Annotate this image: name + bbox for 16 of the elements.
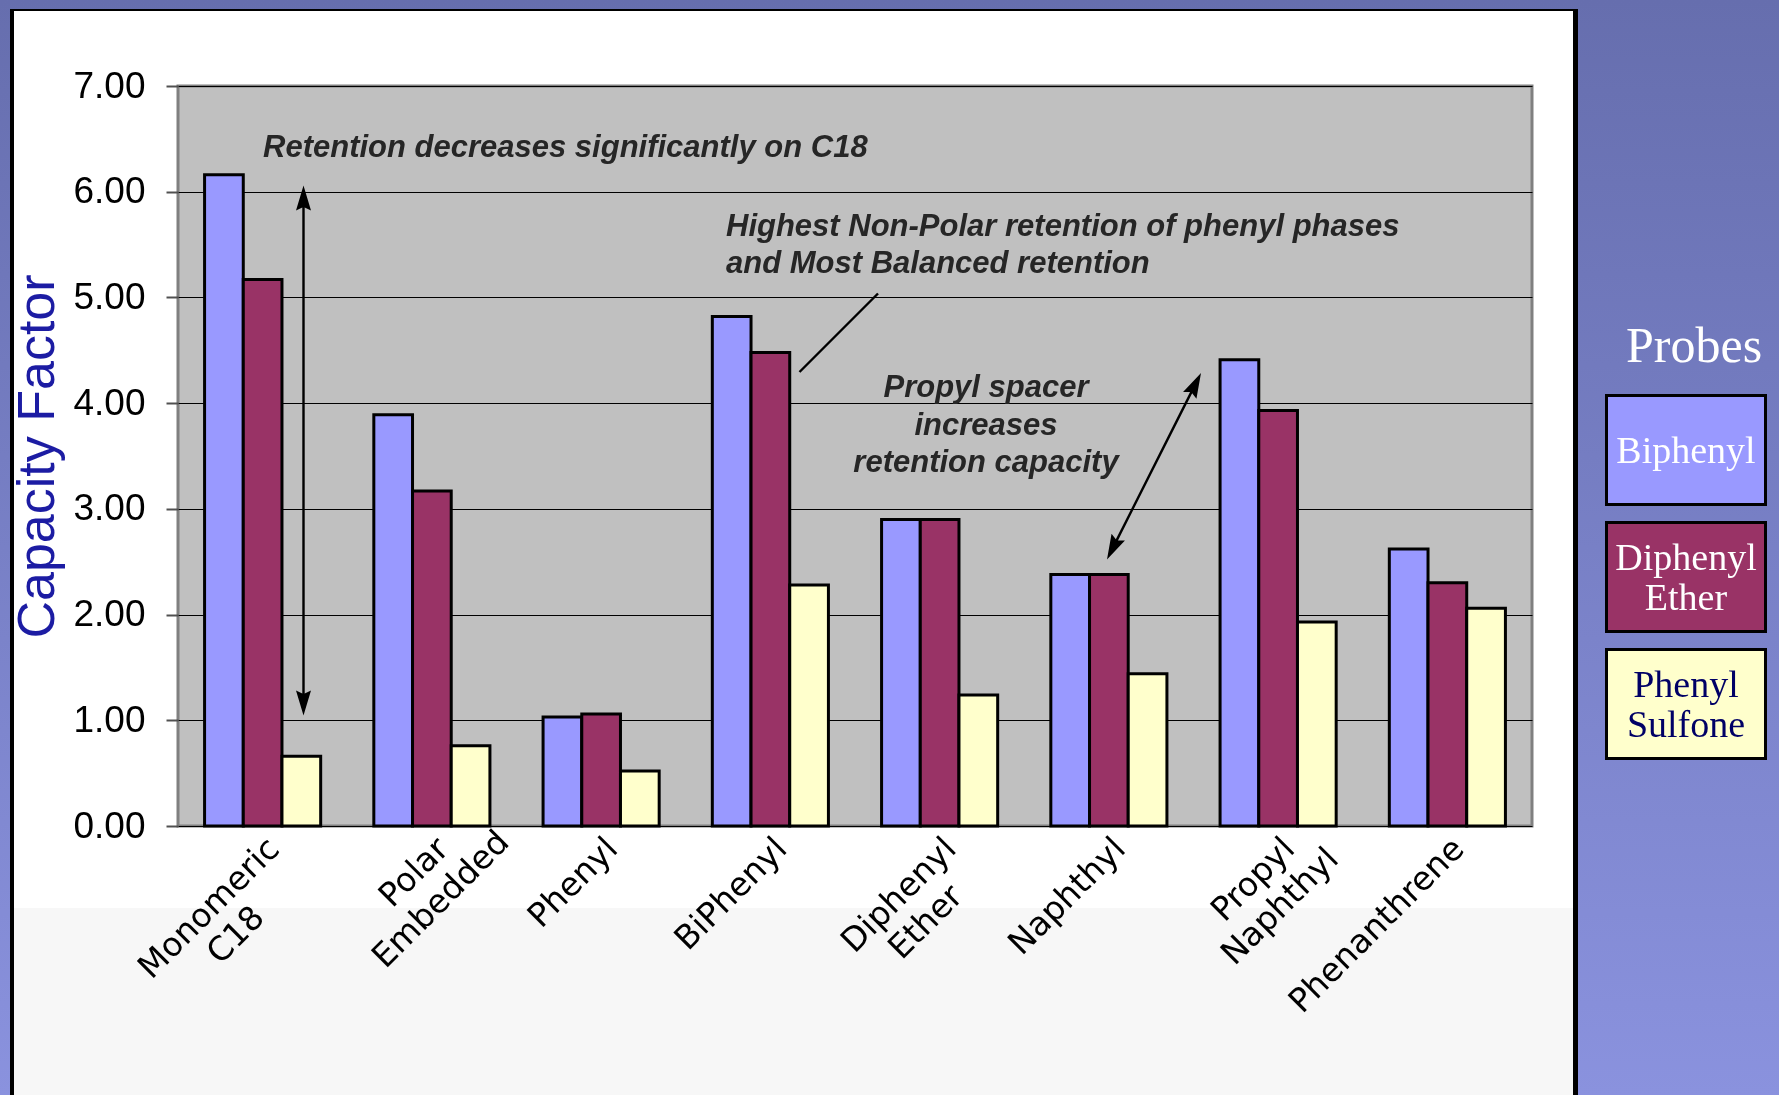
text: Phenyl Sulfone [1605, 648, 1767, 760]
y-tick-label: 7.00 [73, 64, 146, 106]
legend-title: Probes [1625, 317, 1764, 373]
y-tick-label: 0.00 [73, 804, 146, 846]
text: Biphenyl [1605, 394, 1767, 506]
y-tick-label: 6.00 [73, 170, 146, 212]
y-tick-label: 2.00 [73, 593, 146, 635]
y-tick-label: 4.00 [73, 381, 146, 423]
y-tick-label: 1.00 [73, 698, 146, 740]
annotation: Retention decreases significantly on C18 [263, 129, 869, 164]
text: Diphenyl Ether [1605, 521, 1767, 633]
y-axis-title: Capacity Factor [7, 274, 66, 639]
annotation: Propyl spacer increases retention capacity [853, 369, 1121, 479]
y-tick-label: 3.00 [73, 487, 146, 529]
y-tick-label: 5.00 [73, 275, 146, 317]
annotation: Highest Non-Polar retention of phenyl phases and Most Balanced retention [726, 208, 1400, 280]
